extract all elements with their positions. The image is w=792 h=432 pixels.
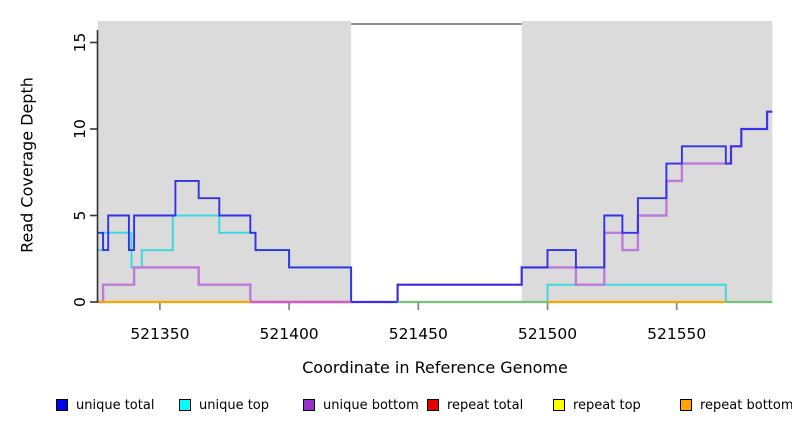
y-tick-label: 10 xyxy=(71,119,89,139)
legend-swatch-icon xyxy=(427,399,439,411)
legend-item-repeat-total: repeat total xyxy=(427,397,523,413)
legend-label: unique top xyxy=(199,397,270,413)
legend-item-unique-bottom: unique bottom xyxy=(303,397,419,413)
x-tick-label: 521450 xyxy=(389,325,448,343)
y-tick-label: 0 xyxy=(71,297,89,307)
x-axis-title: Coordinate in Reference Genome xyxy=(302,358,568,377)
shaded-region-1 xyxy=(521,21,773,302)
legend-item-unique-top: unique top xyxy=(179,397,269,413)
legend-swatch-icon xyxy=(56,399,68,411)
y-tick-label: 15 xyxy=(71,33,89,53)
x-tick-label: 521350 xyxy=(130,325,189,343)
legend-item-repeat-top: repeat top xyxy=(553,397,641,413)
shaded-region-0 xyxy=(97,21,352,302)
x-tick-label: 521400 xyxy=(260,325,319,343)
legend-label: repeat top xyxy=(573,397,641,413)
legend-item-repeat-bottom: repeat bottom xyxy=(680,397,792,413)
legend-swatch-icon xyxy=(179,399,191,411)
legend-label: unique total xyxy=(76,397,155,413)
legend-label: unique bottom xyxy=(323,397,419,413)
legend-swatch-icon xyxy=(553,399,565,411)
legend: unique total unique top unique bottom repea… xyxy=(0,397,792,417)
x-tick-label: 521500 xyxy=(518,325,577,343)
legend-item-unique-total: unique total xyxy=(56,397,154,413)
legend-swatch-icon xyxy=(303,399,315,411)
legend-label: repeat total xyxy=(447,397,524,413)
legend-label: repeat bottom xyxy=(700,397,792,413)
x-tick-label: 521550 xyxy=(647,325,706,343)
y-axis-title: Read Coverage Depth xyxy=(17,77,37,253)
series-unique-total xyxy=(97,110,773,303)
legend-swatch-icon xyxy=(680,399,692,411)
y-tick-label: 5 xyxy=(71,211,89,221)
